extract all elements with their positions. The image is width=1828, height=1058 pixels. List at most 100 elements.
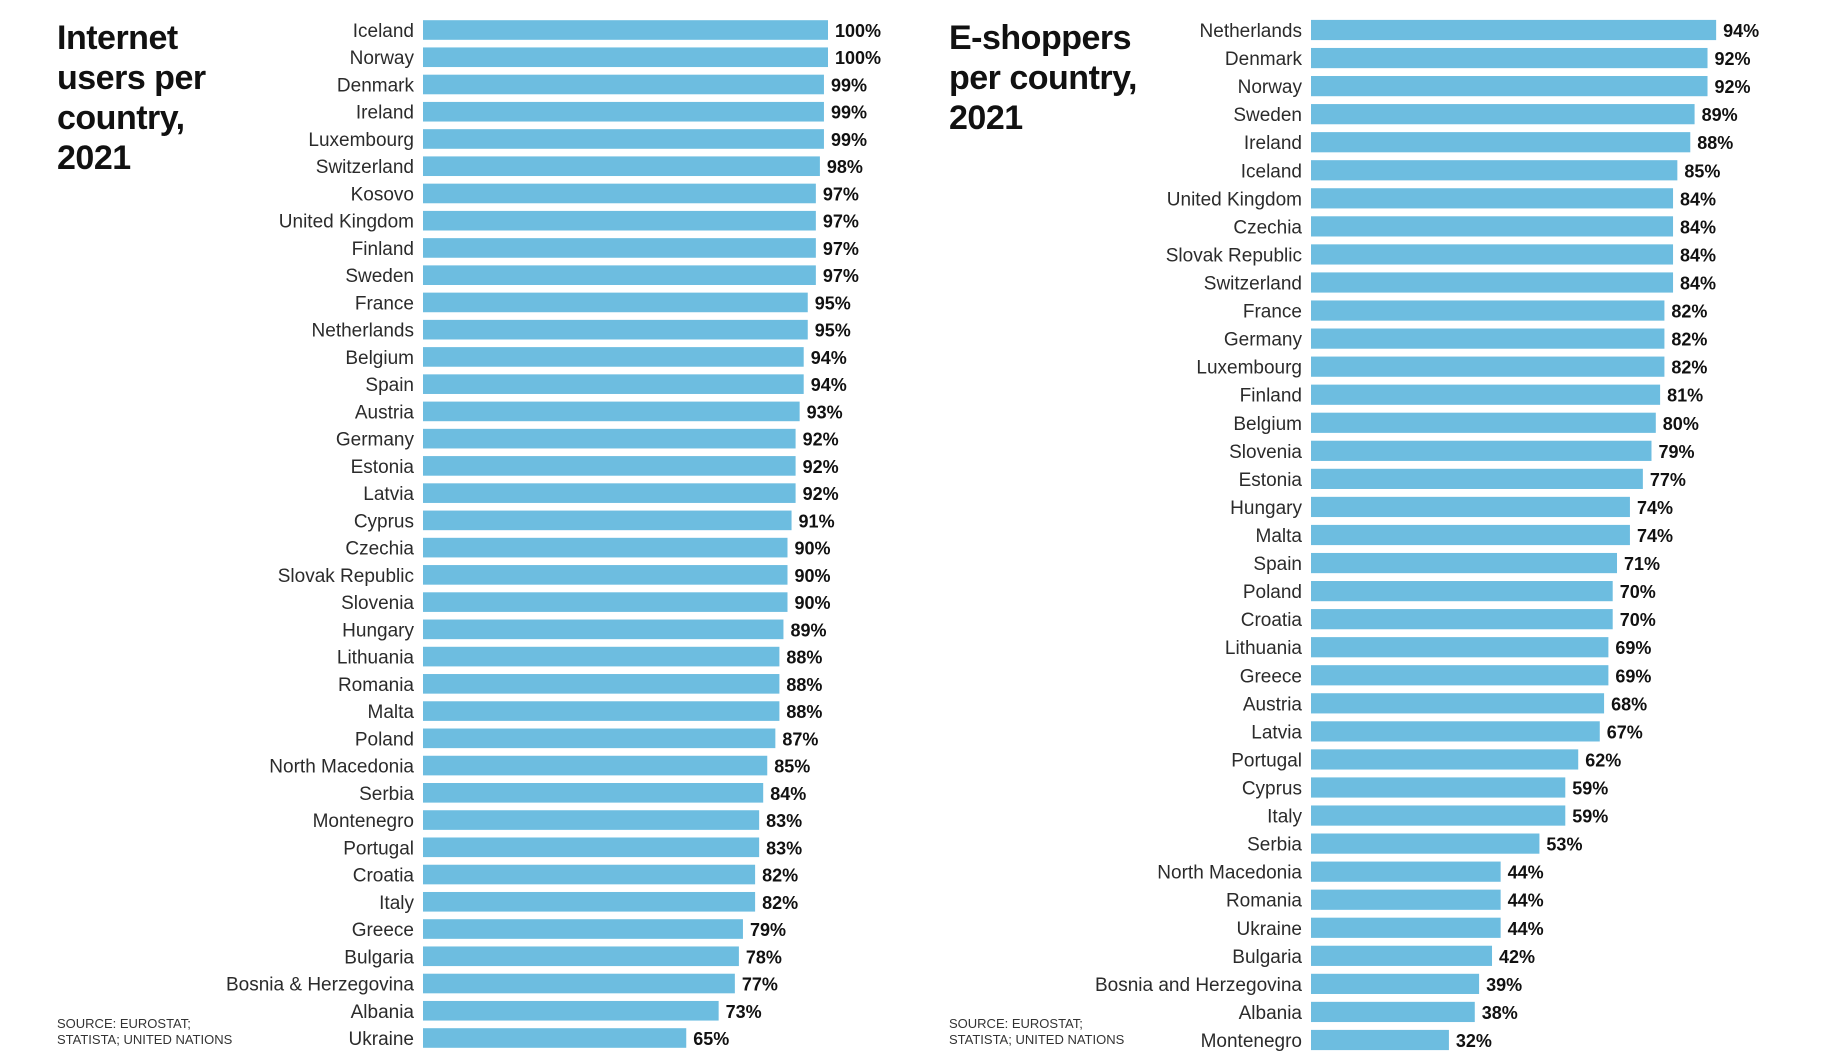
category-label: Croatia [353, 866, 415, 887]
category-label: Austria [1243, 694, 1303, 715]
bar [423, 946, 739, 967]
value-label: 82% [1671, 330, 1707, 350]
bar [1311, 805, 1566, 826]
bar [1311, 1001, 1475, 1023]
bar [423, 646, 780, 667]
category-label: Malta [368, 702, 415, 723]
chart-title: Internet users per country, 2021 [57, 19, 206, 177]
value-label: 68% [1611, 694, 1647, 714]
bar [1311, 721, 1600, 742]
bar [423, 1028, 687, 1048]
category-label: Latvia [363, 484, 414, 505]
category-label: Cyprus [354, 511, 414, 532]
bar [423, 374, 804, 394]
bar [423, 810, 760, 830]
bar [423, 483, 796, 503]
category-label: Czechia [345, 539, 414, 560]
bar [423, 347, 804, 367]
bar [1311, 272, 1674, 293]
value-label: 97% [823, 184, 859, 204]
value-label: 84% [1680, 274, 1716, 294]
category-label: Estonia [1239, 470, 1303, 491]
bar [1311, 300, 1665, 321]
bar [1311, 76, 1708, 97]
category-label: Denmark [1225, 49, 1303, 70]
category-label: Switzerland [1204, 274, 1302, 295]
bar [1311, 496, 1630, 518]
value-label: 99% [831, 103, 867, 123]
category-label: Belgium [345, 348, 414, 369]
category-label: Portugal [343, 838, 414, 859]
value-label: 95% [815, 321, 851, 341]
category-label: Belgium [1233, 414, 1302, 435]
value-label: 92% [1715, 49, 1751, 69]
chart-title: E-shoppers per country, 2021 [949, 19, 1137, 137]
category-label: Ukraine [349, 1029, 414, 1050]
value-label: 91% [799, 511, 835, 531]
e-shoppers-panel: E-shoppers per country, 2021 Netherlands… [914, 0, 1828, 1058]
bar [1311, 1029, 1449, 1051]
category-label: Ukraine [1237, 919, 1302, 940]
category-label: Poland [355, 729, 414, 750]
value-label: 98% [827, 157, 863, 177]
category-label: North Macedonia [1157, 863, 1302, 884]
bar [1311, 889, 1501, 910]
category-label: Estonia [351, 457, 415, 478]
category-label: Slovak Republic [278, 566, 414, 587]
value-label: 82% [1671, 302, 1707, 322]
value-label: 97% [823, 266, 859, 286]
value-label: 32% [1456, 1031, 1492, 1051]
value-label: 95% [815, 293, 851, 313]
category-label: Portugal [1231, 750, 1302, 771]
category-label: Netherlands [1200, 21, 1302, 42]
value-label: 92% [803, 484, 839, 504]
category-label: Serbia [359, 784, 414, 805]
value-label: 74% [1637, 526, 1673, 546]
value-label: 99% [831, 130, 867, 150]
category-label: Norway [1238, 77, 1303, 98]
bar [1311, 973, 1480, 994]
category-label: Croatia [1241, 610, 1303, 631]
bar [423, 919, 743, 939]
value-label: 88% [786, 648, 822, 668]
category-label: Latvia [1251, 722, 1302, 743]
value-label: 70% [1620, 610, 1656, 630]
category-label: Serbia [1247, 835, 1302, 856]
value-label: 42% [1499, 947, 1535, 967]
bar [1311, 552, 1618, 574]
value-label: 90% [795, 539, 831, 559]
bar [423, 156, 820, 177]
category-label: Hungary [342, 620, 414, 641]
category-label: Luxembourg [308, 130, 414, 151]
category-label: Germany [336, 430, 415, 451]
bar [423, 701, 780, 721]
chart-source: SOURCE: EUROSTAT; STATISTA; UNITED NATIO… [57, 1016, 233, 1047]
value-label: 89% [790, 620, 826, 640]
category-label: Greece [1240, 666, 1302, 687]
value-label: 84% [1680, 217, 1716, 237]
category-label: Luxembourg [1196, 358, 1302, 379]
value-label: 94% [811, 375, 847, 395]
value-label: 67% [1607, 722, 1643, 742]
value-label: 100% [835, 48, 881, 68]
category-label: Greece [352, 920, 414, 941]
value-label: 44% [1508, 891, 1544, 911]
category-label: Romania [338, 675, 414, 696]
bar [1311, 216, 1674, 237]
bar [423, 183, 816, 204]
value-label: 93% [807, 402, 843, 422]
bar [1311, 609, 1613, 630]
category-label: Poland [1243, 582, 1302, 603]
bar [423, 1000, 719, 1021]
bar [1311, 244, 1674, 265]
bar [1311, 861, 1501, 882]
category-label: Bosnia & Herzegovina [226, 975, 414, 996]
bar [423, 755, 768, 776]
value-label: 82% [762, 893, 798, 913]
value-label: 99% [831, 75, 867, 95]
value-label: 69% [1615, 638, 1651, 658]
value-label: 39% [1486, 975, 1522, 995]
category-label: France [1243, 302, 1302, 323]
category-label: Kosovo [351, 184, 414, 205]
category-label: France [355, 293, 414, 314]
